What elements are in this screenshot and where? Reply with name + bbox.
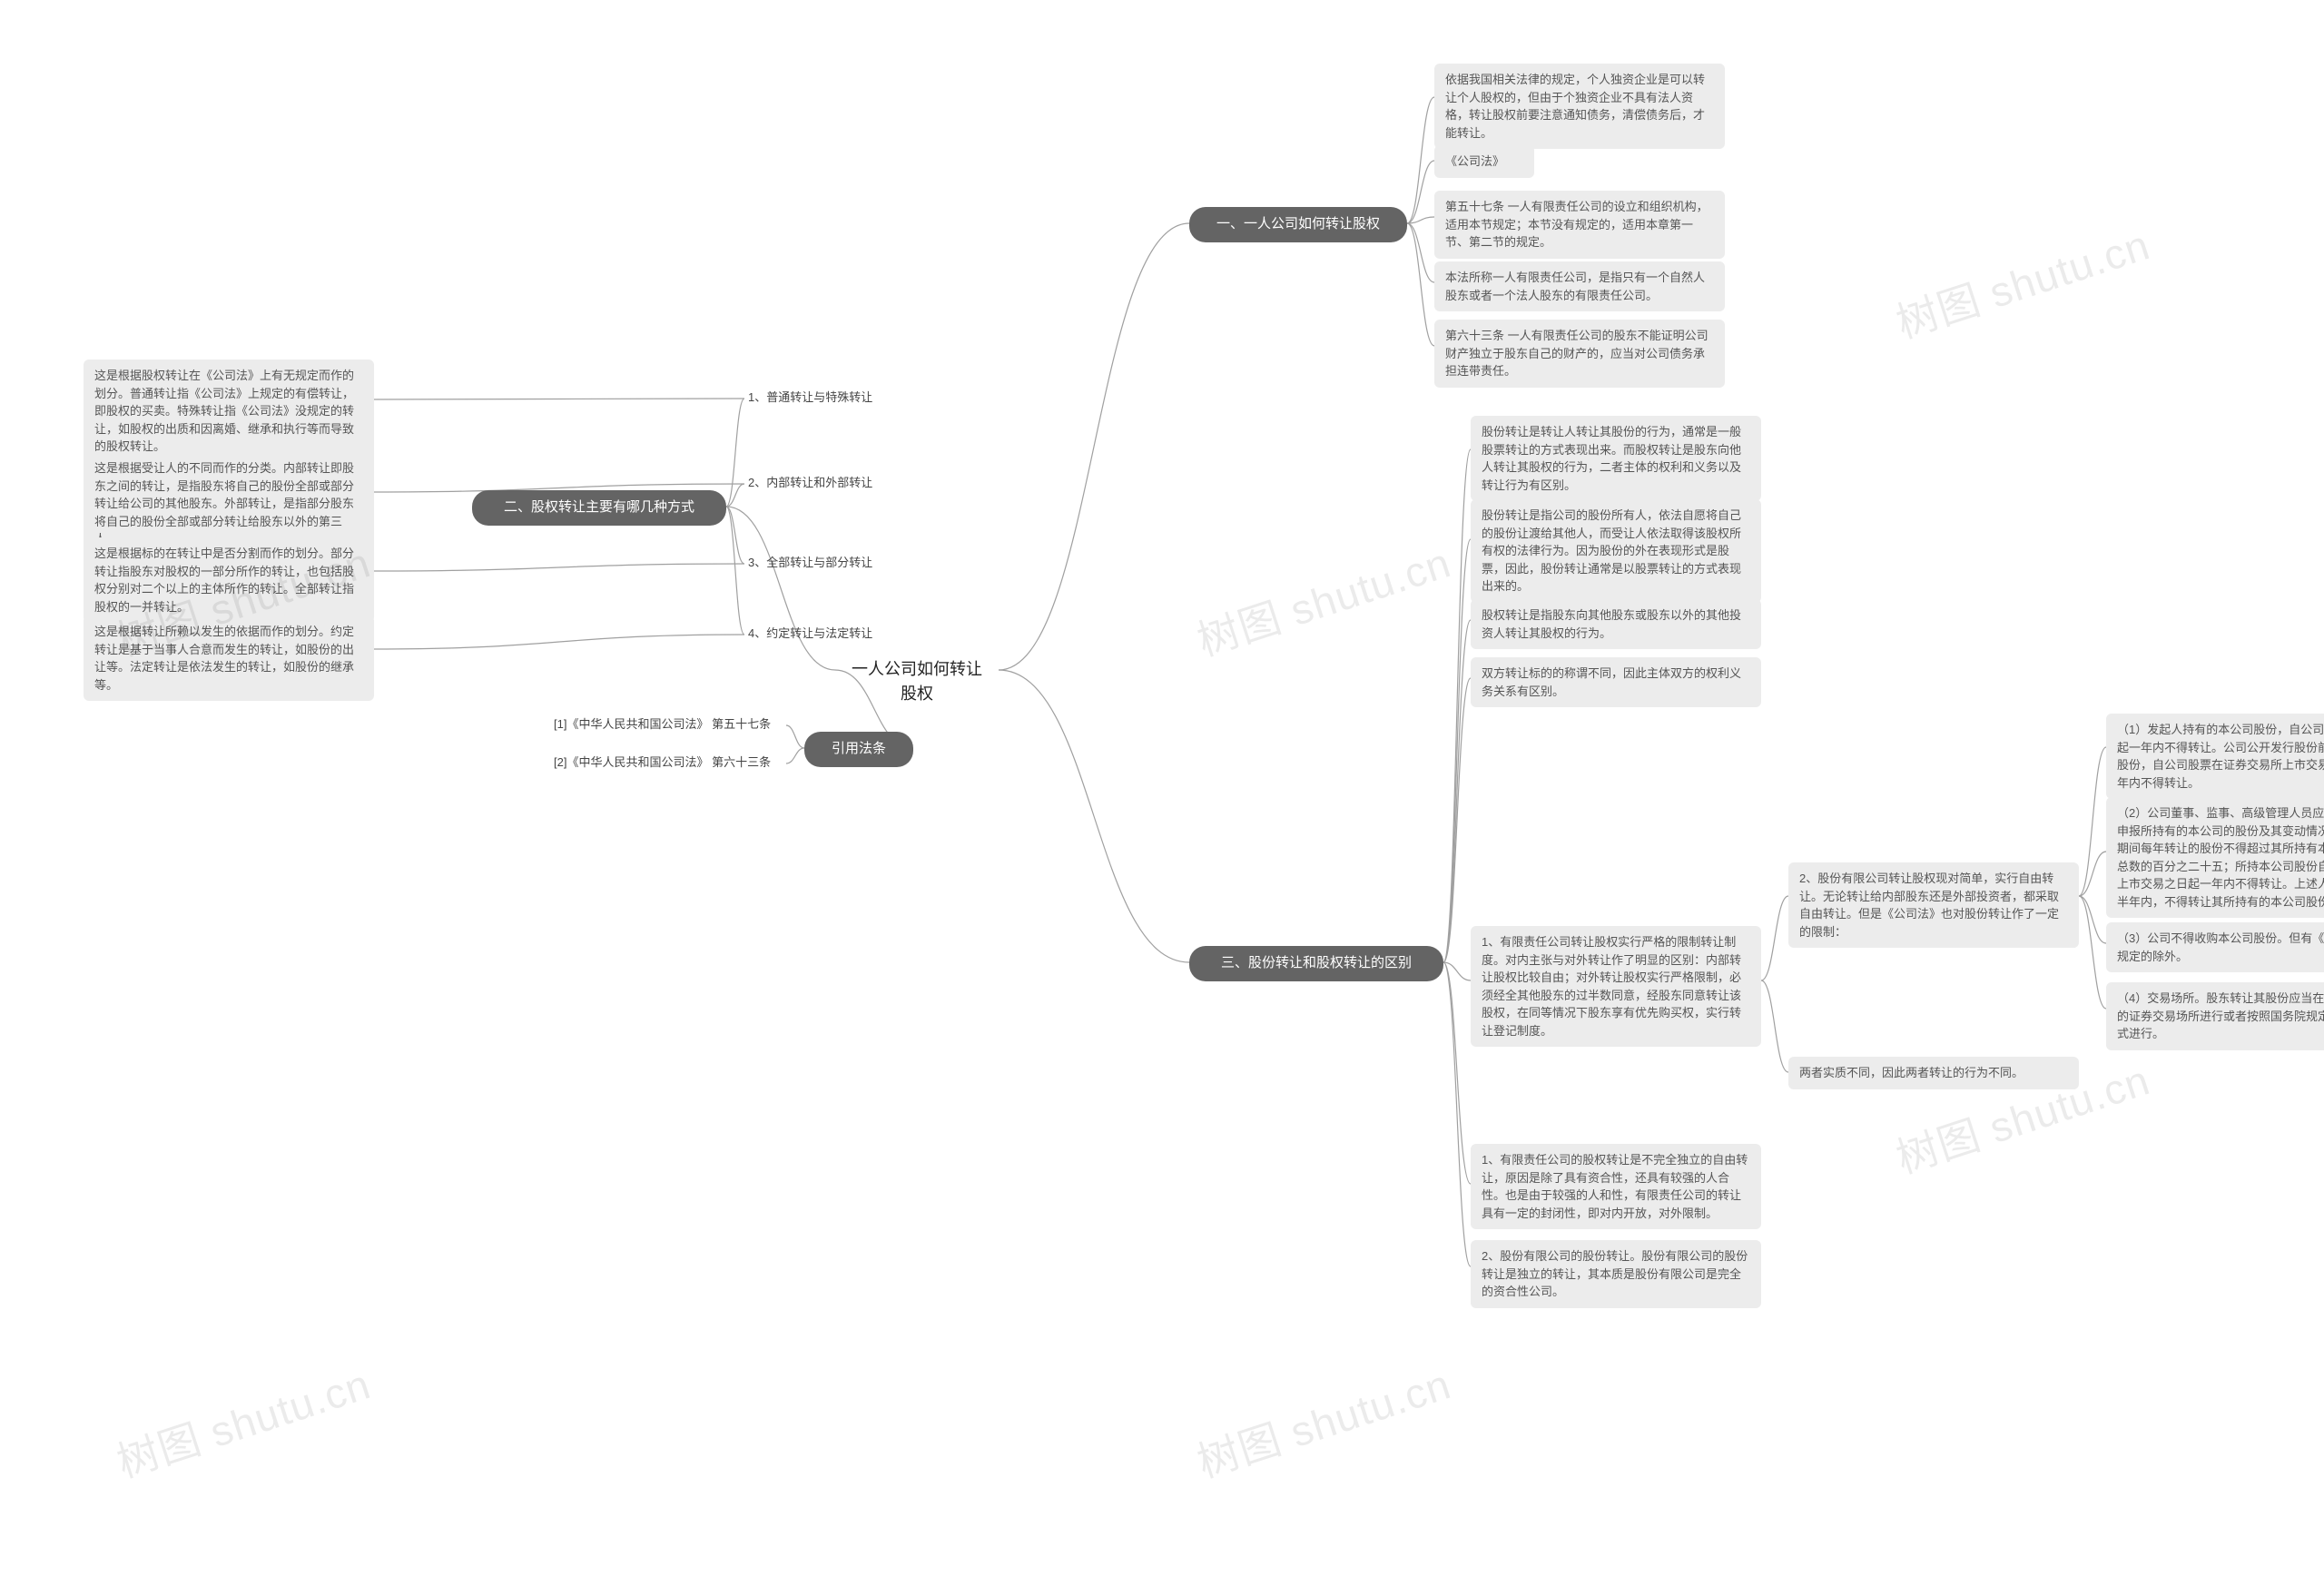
node-b3c5a2: （2）公司董事、监事、高级管理人员应当向公司申报所持有的本公司的股份及其变动情况… bbox=[2106, 797, 2324, 918]
node-b2: 二、股权转让主要有哪几种方式 bbox=[472, 490, 726, 526]
watermark: 树图 shutu.cn bbox=[109, 1352, 378, 1490]
node-b3c5b: 两者实质不同，因此两者转让的行为不同。 bbox=[1788, 1057, 2079, 1089]
mindmap-canvas: 一人公司如何转让股权 一、一人公司如何转让股权 依据我国相关法律的规定，个人独资企业… bbox=[0, 0, 2324, 1576]
node-b3c2: 股份转让是指公司的股份所有人，依法自愿将自己的股份让渡给其他人，而受让人依法取得… bbox=[1471, 499, 1761, 603]
node-text: 第五十七条 一人有限责任公司的设立和组织机构，适用本节规定；本节没有规定的，适用… bbox=[1445, 200, 1709, 249]
node-b2c3p: 3、全部转让与部分转让 bbox=[744, 552, 899, 576]
node-text: 2、股份有限公司转让股权现对简单，实行自由转让。无论转让给内部股东还是外部投资者… bbox=[1799, 872, 2059, 939]
node-text: 引用法条 bbox=[832, 741, 886, 756]
node-b3c5a: 2、股份有限公司转让股权现对简单，实行自由转让。无论转让给内部股东还是外部投资者… bbox=[1788, 862, 2079, 948]
node-text: 一人公司如何转让股权 bbox=[852, 660, 982, 703]
node-text: 这是根据股权转让在《公司法》上有无规定而作的划分。普通转让指《公司法》上规定的有… bbox=[94, 369, 354, 453]
node-text: 4、约定转让与法定转让 bbox=[748, 626, 872, 640]
node-b2c1p: 1、普通转让与特殊转让 bbox=[744, 387, 899, 410]
watermark: 树图 shutu.cn bbox=[1888, 212, 2157, 350]
node-text: 二、股权转让主要有哪几种方式 bbox=[504, 499, 694, 515]
node-text: （4）交易场所。股东转让其股份应当在依法设立的证券交易场所进行或者按照国务院规定… bbox=[2117, 991, 2324, 1040]
node-b3c1: 股份转让是转让人转让其股份的行为，通常是一般股票转让的方式表现出来。而股权转让是… bbox=[1471, 416, 1761, 501]
node-text: 《公司法》 bbox=[1445, 154, 1504, 168]
node-b2c4p: 4、约定转让与法定转让 bbox=[744, 623, 899, 646]
node-text: 这是根据标的在转让中是否分割而作的划分。部分转让指股东对股权的一部分所作的转让，… bbox=[94, 547, 354, 614]
node-text: 1、普通转让与特殊转让 bbox=[748, 390, 872, 404]
node-b3c5a1: （1）发起人持有的本公司股份，自公司成立之日起一年内不得转让。公司公开发行股份前… bbox=[2106, 714, 2324, 799]
node-b1c5: 第六十三条 一人有限责任公司的股东不能证明公司财产独立于股东自己的财产的，应当对… bbox=[1434, 320, 1725, 388]
edge-layer bbox=[0, 0, 2324, 1576]
node-b1c1: 依据我国相关法律的规定，个人独资企业是可以转让个人股权的，但由于个独资企业不具有… bbox=[1434, 64, 1725, 149]
node-b4c2: [2]《中华人民共和国公司法》 第六十三条 bbox=[550, 752, 786, 775]
node-text: 一、一人公司如何转让股权 bbox=[1216, 216, 1380, 231]
node-text: 本法所称一人有限责任公司，是指只有一个自然人股东或者一个法人股东的有限责任公司。 bbox=[1445, 271, 1705, 302]
node-b2c3: 这是根据标的在转让中是否分割而作的划分。部分转让指股东对股权的一部分所作的转让，… bbox=[84, 537, 374, 623]
node-b3c5a3: （3）公司不得收购本公司股份。但有《公司法》规定的除外。 bbox=[2106, 922, 2324, 972]
node-b3c3: 股权转让是指股东向其他股东或股东以外的其他投资人转让其股权的行为。 bbox=[1471, 599, 1761, 649]
watermark: 树图 shutu.cn bbox=[1189, 1352, 1458, 1490]
node-text: （3）公司不得收购本公司股份。但有《公司法》规定的除外。 bbox=[2117, 931, 2324, 963]
node-b1c3: 第五十七条 一人有限责任公司的设立和组织机构，适用本节规定；本节没有规定的，适用… bbox=[1434, 191, 1725, 259]
node-text: 1、有限责任公司的股权转让是不完全独立的自由转让，原因是除了具有资合性，还具有较… bbox=[1482, 1153, 1748, 1220]
node-b2c1: 这是根据股权转让在《公司法》上有无规定而作的划分。普通转让指《公司法》上规定的有… bbox=[84, 360, 374, 463]
node-b3c5a4: （4）交易场所。股东转让其股份应当在依法设立的证券交易场所进行或者按照国务院规定… bbox=[2106, 982, 2324, 1050]
node-text: 第六十三条 一人有限责任公司的股东不能证明公司财产独立于股东自己的财产的，应当对… bbox=[1445, 329, 1709, 378]
node-b2c2p: 2、内部转让和外部转让 bbox=[744, 472, 899, 496]
node-text: 1、有限责任公司转让股权实行严格的限制转让制度。对内主张与对外转让作了明显的区别… bbox=[1482, 935, 1741, 1038]
node-text: 2、内部转让和外部转让 bbox=[748, 476, 872, 489]
node-b1c4: 本法所称一人有限责任公司，是指只有一个自然人股东或者一个法人股东的有限责任公司。 bbox=[1434, 261, 1725, 311]
node-text: 股权转让是指股东向其他股东或股东以外的其他投资人转让其股权的行为。 bbox=[1482, 608, 1741, 640]
node-text: [1]《中华人民共和国公司法》 第五十七条 bbox=[554, 717, 771, 731]
node-text: 股份转让是指公司的股份所有人，依法自愿将自己的股份让渡给其他人，而受让人依法取得… bbox=[1482, 508, 1741, 593]
node-text: 3、全部转让与部分转让 bbox=[748, 556, 872, 569]
node-text: 两者实质不同，因此两者转让的行为不同。 bbox=[1799, 1066, 2024, 1079]
node-text: 2、股份有限公司的股份转让。股份有限公司的股份转让是独立的转让，其本质是股份有限… bbox=[1482, 1249, 1748, 1298]
node-b3: 三、股份转让和股权转让的区别 bbox=[1189, 946, 1443, 981]
node-text: 这是根据转让所赖以发生的依据而作的划分。约定转让是基于当事人合意而发生的转让，如… bbox=[94, 625, 354, 692]
node-b3c7: 2、股份有限公司的股份转让。股份有限公司的股份转让是独立的转让，其本质是股份有限… bbox=[1471, 1240, 1761, 1308]
node-text: 这是根据受让人的不同而作的分类。内部转让即股东之间的转让，是指股东将自己的股份全… bbox=[94, 461, 354, 546]
node-b3c6: 1、有限责任公司的股权转让是不完全独立的自由转让，原因是除了具有资合性，还具有较… bbox=[1471, 1144, 1761, 1229]
watermark: 树图 shutu.cn bbox=[1189, 530, 1458, 668]
node-b3c4: 双方转让标的的称谓不同，因此主体双方的权利义务关系有区别。 bbox=[1471, 657, 1761, 707]
node-root: 一人公司如何转让股权 bbox=[835, 652, 999, 712]
node-text: 股份转让是转让人转让其股份的行为，通常是一般股票转让的方式表现出来。而股权转让是… bbox=[1482, 425, 1741, 492]
node-b2c4: 这是根据转让所赖以发生的依据而作的划分。约定转让是基于当事人合意而发生的转让，如… bbox=[84, 616, 374, 701]
node-text: 依据我国相关法律的规定，个人独资企业是可以转让个人股权的，但由于个独资企业不具有… bbox=[1445, 73, 1705, 140]
node-b4: 引用法条 bbox=[804, 732, 913, 767]
node-text: （2）公司董事、监事、高级管理人员应当向公司申报所持有的本公司的股份及其变动情况… bbox=[2117, 806, 2324, 909]
node-b3c5: 1、有限责任公司转让股权实行严格的限制转让制度。对内主张与对外转让作了明显的区别… bbox=[1471, 926, 1761, 1047]
node-text: [2]《中华人民共和国公司法》 第六十三条 bbox=[554, 755, 771, 769]
node-b1: 一、一人公司如何转让股权 bbox=[1189, 207, 1407, 242]
node-text: 双方转让标的的称谓不同，因此主体双方的权利义务关系有区别。 bbox=[1482, 666, 1741, 698]
node-b1c2: 《公司法》 bbox=[1434, 145, 1534, 178]
node-text: （1）发起人持有的本公司股份，自公司成立之日起一年内不得转让。公司公开发行股份前… bbox=[2117, 723, 2324, 790]
node-b4c1: [1]《中华人民共和国公司法》 第五十七条 bbox=[550, 714, 786, 737]
node-text: 三、股份转让和股权转让的区别 bbox=[1221, 955, 1412, 970]
